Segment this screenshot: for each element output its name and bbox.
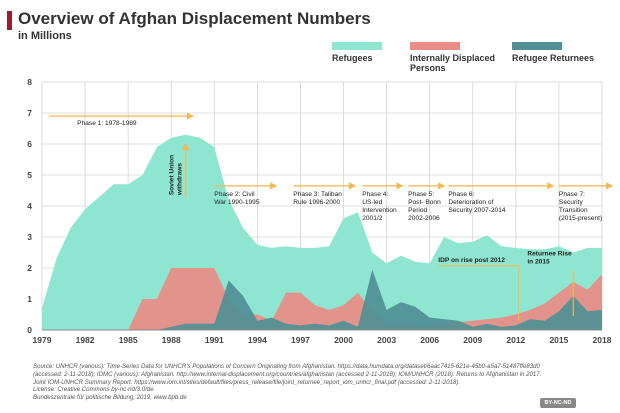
returnee-callout-label: Returnee Rise in 2015: [527, 251, 572, 266]
phase-label-line: Security: [559, 199, 584, 206]
y-tick-label: 8: [27, 77, 32, 87]
y-tick-label: 2: [27, 263, 32, 273]
phase-label: Phase 5: Post- Bonn Period 2002-2006: [408, 191, 441, 222]
license-text: License: Creative Commons by-nc-nd/3.0/d…: [33, 386, 154, 394]
phase-label-line: Deterioration of: [448, 199, 493, 206]
y-tick-label: 4: [27, 201, 32, 211]
idp-callout-line: [438, 265, 520, 321]
x-tick-label: 2009: [463, 335, 482, 345]
x-tick-label: 2003: [377, 335, 396, 345]
title-accent-bar: [7, 11, 12, 30]
y-tick-label: 6: [27, 139, 32, 149]
y-tick-label: 1: [27, 294, 32, 304]
legend-label-idp: Internally Displaced Persons: [410, 53, 496, 73]
soviet-withdraw-label: Soviet Unionwithdraws: [169, 155, 184, 196]
phase-label-line: 2002-2006: [408, 215, 440, 222]
x-tick-label: 1991: [205, 335, 224, 345]
refugees-area: [42, 134, 602, 330]
x-tick-label: 2006: [420, 335, 439, 345]
soviet-withdraw-label-line: Soviet Union: [169, 155, 176, 195]
x-tick-label: 1988: [162, 335, 181, 345]
legend-label-returnees: Refugee Returnees: [512, 53, 595, 63]
returnee-callout-line-text: Returnee Rise: [527, 251, 572, 258]
y-tick-label: 3: [27, 232, 32, 242]
y-tick-label: 5: [27, 170, 32, 180]
x-tick-label: 1985: [119, 335, 138, 345]
y-tick-label: 7: [27, 108, 32, 118]
phase-label-line: Phase 4:: [362, 191, 388, 198]
cc-license-badge: BY-NC-ND: [540, 398, 576, 408]
x-tick-label: 1994: [248, 335, 267, 345]
x-tick-label: 1982: [76, 335, 95, 345]
x-tick-label: 2012: [506, 335, 525, 345]
soviet-withdraw-label-line: withdraws: [177, 163, 184, 197]
chart-title: Overview of Afghan Displacement Numbers: [18, 9, 371, 28]
source-note: Source: UNHCR (various): Time-Series Dat…: [33, 363, 553, 402]
x-tick-label: 1979: [33, 335, 52, 345]
phase-label-line: Transition: [559, 207, 588, 214]
x-tick-label: 2018: [593, 335, 612, 345]
returnee-callout-line-text: in 2015: [527, 259, 550, 266]
phase-label: Phase 3: Taliban Rule 1996-2000: [293, 191, 342, 206]
legend-item-returnees: Refugee Returnees: [512, 42, 594, 63]
y-tick-label: 0: [27, 325, 32, 335]
phase-label-line: Intervention: [362, 207, 397, 214]
phase-label-line: Period: [408, 207, 427, 214]
phase-label: Phase 4: US-led Intervention 2001/2: [362, 191, 397, 222]
phase-label: Phase 7: Security Transition (2015-present): [559, 191, 602, 222]
phase-label: Phase 2: Civil War 1990-1995: [214, 191, 260, 206]
phase-label-line: Phase 1: 1978-1989: [77, 120, 137, 127]
legend-item-idp: Internally Displaced Persons: [410, 42, 500, 73]
phase-label-line: War 1990-1995: [214, 199, 260, 206]
publisher-text: Bundeszentrale für politische Bildung, 2…: [33, 394, 187, 402]
phase-label-line: Security 2007-2014: [448, 207, 506, 214]
phase-label-line: Phase 7:: [559, 191, 585, 198]
returnees-area: [42, 269, 602, 330]
x-tick-label: 1997: [291, 335, 310, 345]
phase-label-line: (2015-present): [559, 215, 602, 222]
phase-label: Phase 6: Deterioration of Security 2007-20…: [448, 191, 506, 214]
phase-label-line: 2001/2: [362, 215, 383, 222]
phase-label-line: Phase 6:: [448, 191, 474, 198]
chart-subtitle: in Millions: [18, 30, 72, 42]
legend-swatch-idp: [410, 42, 460, 50]
phase-label: Phase 1: 1978-1989: [77, 120, 137, 127]
x-tick-label: 2000: [334, 335, 353, 345]
idp-callout-label: IDP on rise post 2012: [438, 257, 505, 264]
legend-swatch-returnees: [512, 42, 562, 50]
idp-area: [42, 268, 602, 330]
legend-swatch-refugees: [332, 42, 382, 50]
legend-label-refugees: Refugees: [332, 53, 373, 63]
phase-label-line: Post- Bonn: [408, 199, 441, 206]
phase-label-line: Phase 2: Civil: [214, 191, 255, 198]
phase-label-line: US-led: [362, 199, 382, 206]
source-text: Source: UNHCR (various): Time-Series Dat…: [33, 363, 542, 386]
phase-label-line: Phase 3: Taliban: [293, 191, 342, 198]
phase-label-line: Rule 1996-2000: [293, 199, 340, 206]
x-tick-label: 2015: [549, 335, 568, 345]
phase-label-line: Phase 5:: [408, 191, 434, 198]
legend-item-refugees: Refugees: [332, 42, 382, 63]
